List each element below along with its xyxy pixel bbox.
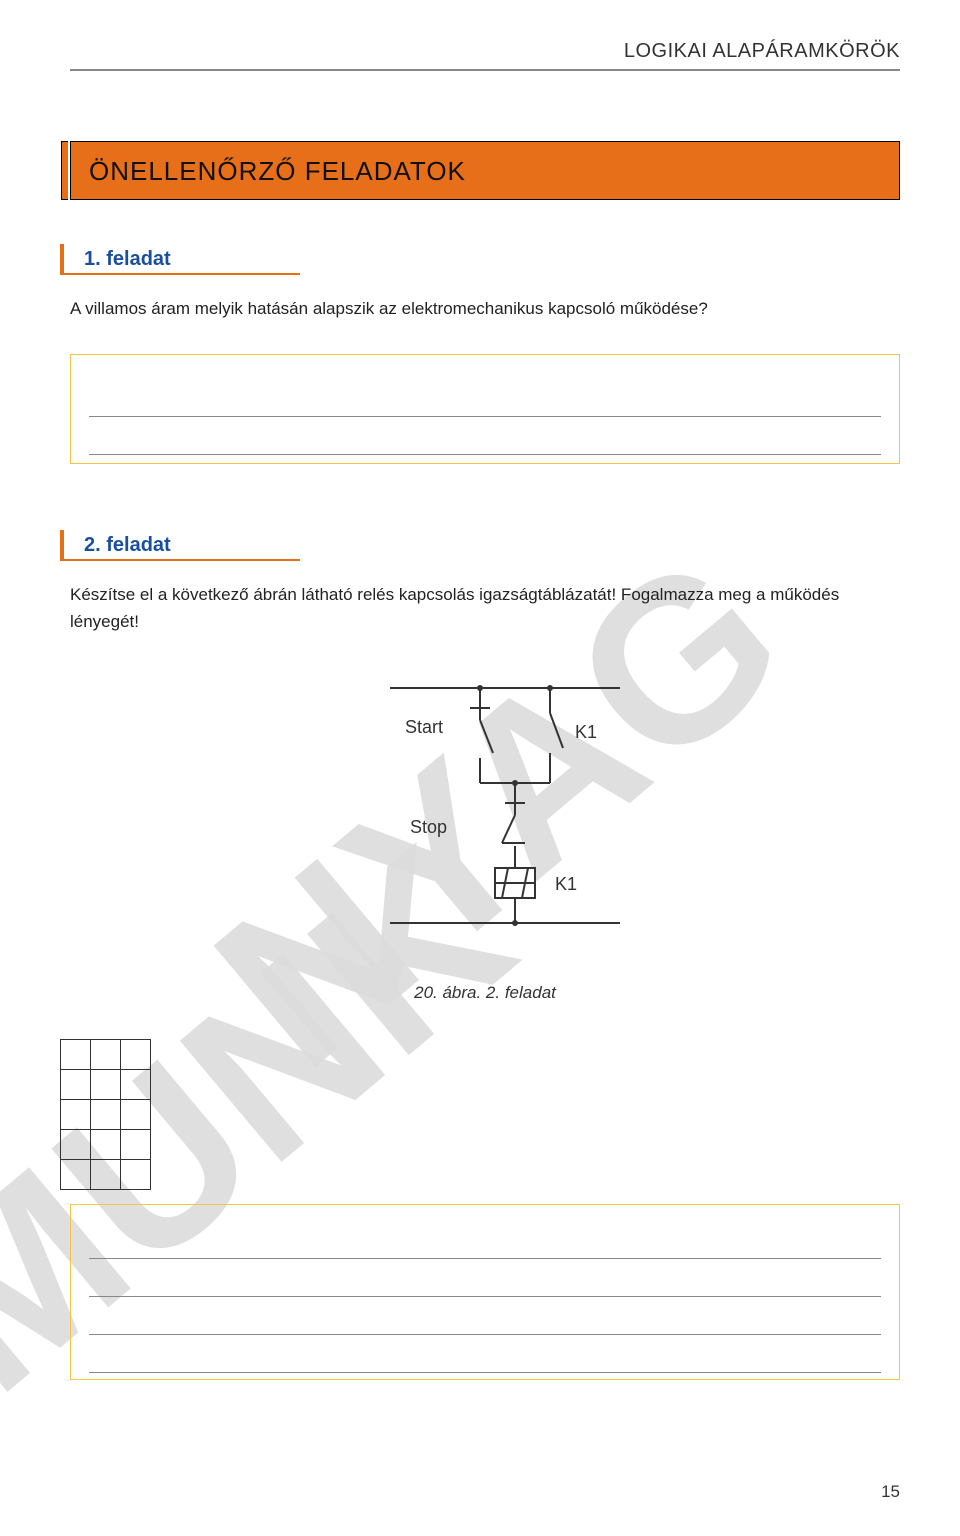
diagram-caption: 20. ábra. 2. feladat <box>70 983 900 1003</box>
label-start: Start <box>405 717 443 737</box>
answer-line <box>89 1221 881 1259</box>
answer-line <box>89 379 881 417</box>
answer-line <box>89 1297 881 1335</box>
section-banner: ÖNELLENŐRZŐ FELADATOK <box>70 141 900 200</box>
page-number: 15 <box>881 1482 900 1502</box>
task2-question: Készítse el a következő ábrán látható re… <box>70 581 900 635</box>
task1-question: A villamos áram melyik hatásán alapszik … <box>70 295 900 322</box>
table-row <box>61 1069 151 1099</box>
task1-answer-box <box>70 354 900 464</box>
table-row <box>61 1099 151 1129</box>
table-row <box>61 1039 151 1069</box>
task2-answer-box <box>70 1204 900 1380</box>
page-header-title: LOGIKAI ALAPÁRAMKÖRÖK <box>70 40 900 63</box>
page-content: LOGIKAI ALAPÁRAMKÖRÖK ÖNELLENŐRZŐ FELADA… <box>70 40 900 1380</box>
task1-heading: 1. feladat <box>70 248 900 271</box>
label-k1-coil: K1 <box>555 874 577 894</box>
label-k1-contact: K1 <box>575 722 597 742</box>
circuit-svg: Start K1 Stop <box>330 668 640 948</box>
table-row <box>61 1129 151 1159</box>
truth-table <box>60 1039 151 1190</box>
task2-heading: 2. feladat <box>70 534 900 557</box>
circuit-diagram: Start K1 Stop <box>70 668 900 953</box>
answer-line <box>89 1335 881 1373</box>
table-row <box>61 1159 151 1189</box>
label-stop: Stop <box>410 817 447 837</box>
answer-line <box>89 1259 881 1297</box>
header-rule <box>70 69 900 71</box>
answer-line <box>89 417 881 455</box>
